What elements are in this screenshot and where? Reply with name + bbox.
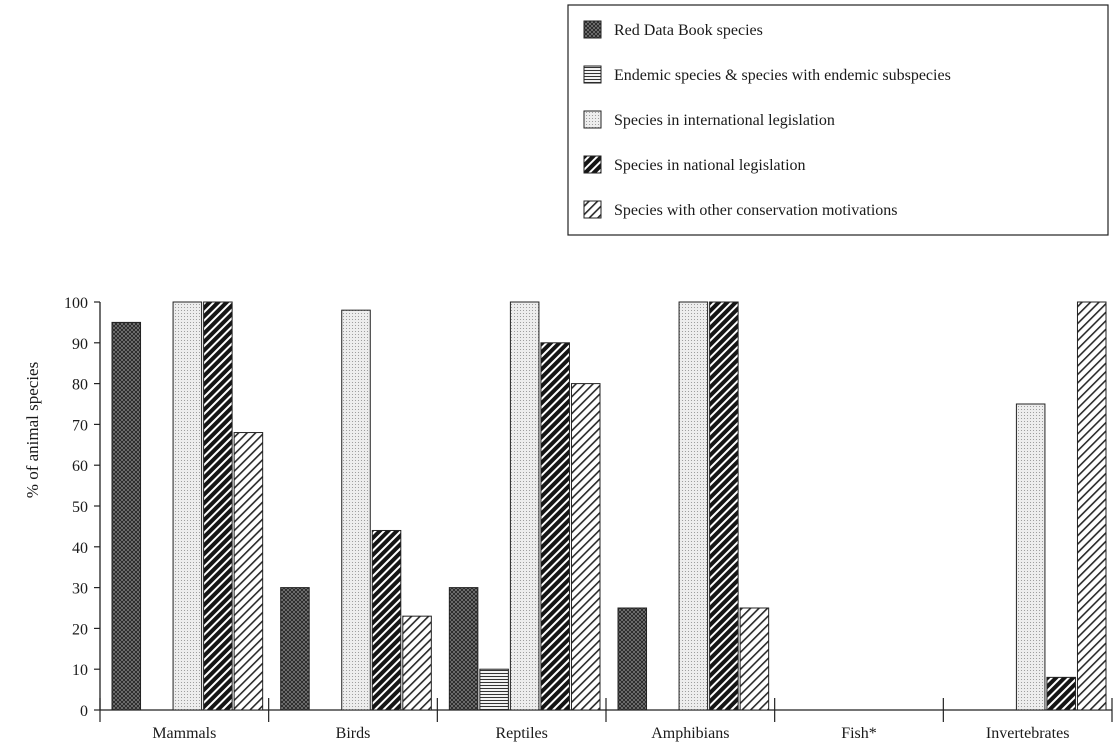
bar-mammals-series-5: [233, 432, 264, 711]
x-tick-label: Mammals: [152, 725, 216, 742]
x-tick-label: Fish*: [841, 725, 877, 742]
y-tick-label: 80: [72, 377, 88, 394]
bar-mammals-series-4: [203, 301, 233, 711]
bar-invertebrates-series-5: [1076, 301, 1107, 711]
bar-reptiles-series-3: [509, 301, 540, 711]
bar-invertebrates-series-4: [1046, 676, 1076, 711]
legend-label: Species in national legislation: [614, 157, 806, 174]
y-tick-label: 50: [72, 499, 88, 516]
y-tick-label: 70: [72, 417, 88, 434]
y-tick-label: 60: [72, 458, 88, 475]
bar-reptiles-series-5: [570, 383, 601, 711]
bar-reptiles-series-4: [540, 342, 570, 711]
bar-birds-series-4: [371, 529, 402, 711]
x-tick-label: Amphibians: [651, 725, 729, 742]
legend-label: Red Data Book species: [614, 22, 763, 39]
legend-swatch: [583, 20, 602, 39]
bar-mammals-series-3: [172, 301, 203, 711]
legend-label: Endemic species & species with endemic s…: [614, 67, 951, 84]
bar-reptiles-series-2: [479, 668, 509, 711]
axes: 0 10 20 30 40 50 60 70 80 90 100 % of animal speci…: [23, 295, 1113, 722]
bar-birds-series-5: [402, 615, 432, 711]
y-tick-label: 20: [72, 621, 88, 638]
y-tick-label: 10: [72, 662, 88, 679]
y-tick-label: 0: [80, 703, 88, 720]
y-tick-label: 40: [72, 540, 88, 557]
legend-swatch: [583, 155, 602, 174]
bar-invertebrates-series-3: [1015, 403, 1046, 711]
legend-swatch: [583, 65, 602, 84]
bar-amphibians-series-4: [709, 301, 739, 711]
legend: Red Data Book species Endemic species & s…: [567, 4, 1109, 236]
bars: [111, 301, 1107, 711]
bar-amphibians-series-5: [739, 607, 770, 711]
bar-amphibians-series-1: [617, 607, 648, 711]
legend-label: Species in international legislation: [614, 112, 835, 129]
x-tick-label: Birds: [336, 725, 371, 742]
y-axis-label: % of animal species: [23, 362, 42, 498]
bar-reptiles-series-1: [448, 587, 479, 711]
bar-amphibians-series-3: [678, 301, 709, 711]
x-tick-label: Invertebrates: [986, 725, 1070, 742]
y-tick-label: 100: [64, 295, 88, 312]
legend-swatch: [583, 200, 602, 219]
y-tick-label: 30: [72, 581, 88, 598]
bar-birds-series-3: [341, 309, 371, 711]
y-tick-label: 90: [72, 336, 88, 353]
x-tick-labels: Mammals Birds Reptiles Amphibians Fish* Inver…: [152, 725, 1069, 742]
bar-mammals-series-1: [111, 321, 142, 711]
legend-box: [567, 4, 1109, 236]
legend-swatch: [583, 110, 602, 129]
legend-label: Species with other conservation motivati…: [614, 202, 898, 219]
bar-birds-series-1: [280, 587, 310, 711]
x-tick-label: Reptiles: [495, 725, 547, 742]
